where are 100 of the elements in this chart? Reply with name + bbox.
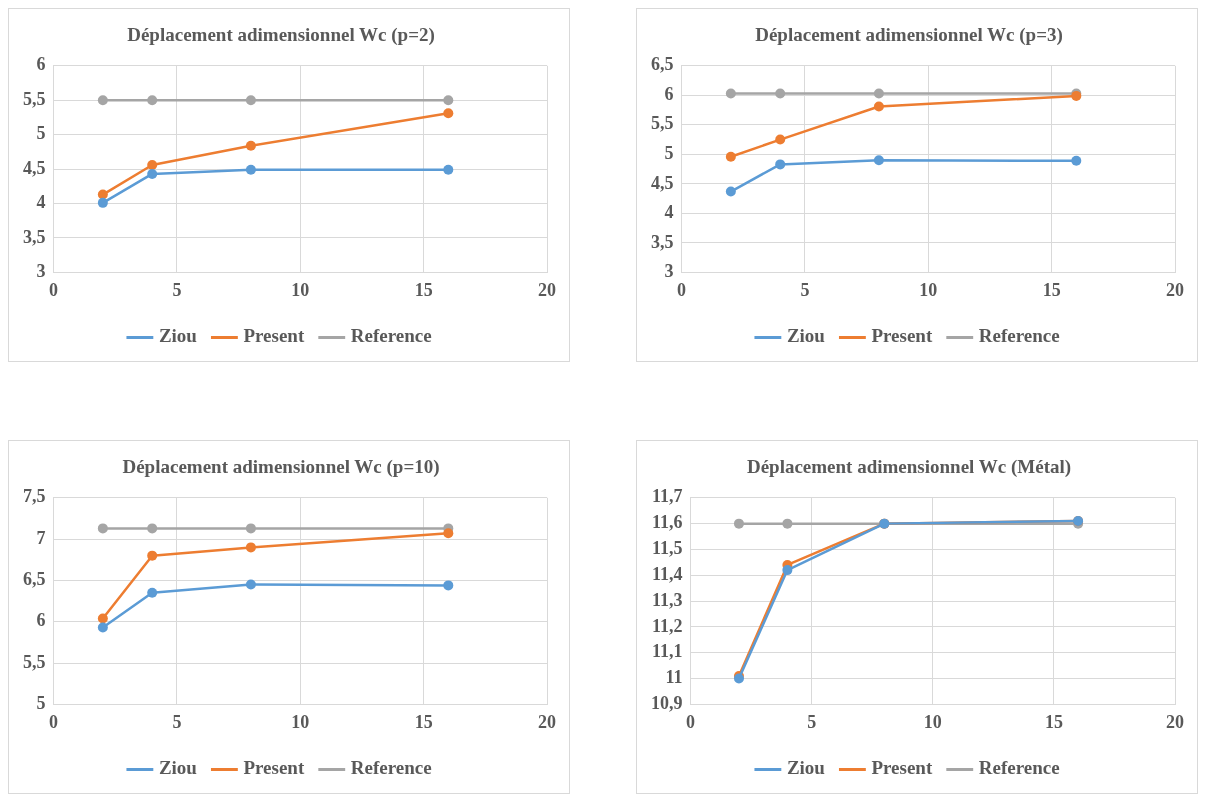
y-tick-label: 4	[36, 192, 46, 213]
point	[245, 164, 256, 175]
legend-label: Ziou	[786, 325, 826, 347]
y-tick-label: 3	[664, 261, 674, 282]
legend-label: Present	[243, 757, 305, 779]
point	[725, 151, 736, 162]
point	[443, 95, 454, 106]
x-tick-label: 10	[923, 711, 942, 732]
y-tick-label: 11,2	[651, 615, 683, 636]
x-tick-label: 5	[800, 279, 810, 300]
legend-label: Present	[871, 757, 933, 779]
legend-label: Reference	[350, 325, 432, 347]
x-tick-label: 10	[291, 711, 310, 732]
x-tick-label: 10	[919, 279, 938, 300]
y-tick-label: 4,5	[651, 172, 674, 193]
point	[147, 523, 158, 534]
point	[97, 523, 108, 534]
y-tick-label: 6,5	[651, 54, 674, 75]
chart-title: Déplacement adimensionnel Wc (p=2)	[127, 24, 435, 47]
y-tick-label: 11,5	[651, 538, 683, 559]
x-tick-label: 10	[291, 279, 310, 300]
point	[443, 164, 454, 175]
x-tick-label: 15	[1044, 711, 1063, 732]
point	[873, 101, 884, 112]
legend-label: Ziou	[158, 757, 198, 779]
y-tick-label: 7	[36, 527, 46, 548]
point	[147, 95, 158, 106]
point	[733, 518, 744, 529]
y-tick-label: 5,5	[651, 113, 674, 134]
x-tick-label: 15	[414, 279, 433, 300]
y-tick-label: 11,3	[651, 589, 683, 610]
y-tick-label: 6,5	[23, 569, 46, 590]
y-tick-label: 11,7	[651, 486, 683, 507]
point	[782, 518, 793, 529]
point	[873, 155, 884, 166]
x-tick-label: 0	[49, 711, 58, 732]
x-tick-label: 15	[414, 711, 433, 732]
point	[873, 88, 884, 99]
legend-label: Reference	[350, 757, 432, 779]
point	[97, 622, 108, 633]
point	[97, 197, 108, 208]
x-tick-label: 5	[807, 711, 817, 732]
point	[245, 95, 256, 106]
x-tick-label: 5	[172, 279, 182, 300]
chart-title: Déplacement adimensionnel Wc (p=3)	[755, 24, 1063, 47]
legend-label: Present	[871, 325, 933, 347]
y-tick-label: 6	[36, 610, 46, 631]
y-tick-label: 3,5	[651, 231, 674, 252]
point	[775, 134, 786, 145]
x-tick-label: 5	[172, 711, 182, 732]
y-tick-label: 11,6	[651, 512, 683, 533]
legend-label: Ziou	[158, 325, 198, 347]
legend-label: Reference	[978, 325, 1060, 347]
legend-label: Ziou	[786, 757, 826, 779]
point	[245, 140, 256, 151]
y-tick-label: 11,1	[651, 641, 683, 662]
y-tick-label: 5,5	[23, 88, 46, 109]
x-tick-label: 20	[538, 279, 556, 300]
y-tick-label: 3	[36, 261, 46, 282]
point	[725, 88, 736, 99]
point	[775, 159, 786, 170]
y-tick-label: 5	[664, 143, 674, 163]
y-tick-label: 11,4	[651, 563, 683, 584]
x-tick-label: 0	[686, 711, 695, 732]
y-tick-label: 6	[664, 83, 674, 104]
point	[1071, 155, 1082, 166]
y-tick-label: 3,5	[23, 226, 46, 247]
y-tick-label: 5	[36, 123, 46, 144]
x-tick-label: 20	[1166, 279, 1184, 300]
y-tick-label: 6	[36, 54, 46, 75]
point	[245, 542, 256, 553]
chart-title: Déplacement adimensionnel Wc (p=10)	[122, 456, 440, 479]
y-tick-label: 4,5	[23, 157, 46, 178]
y-tick-label: 5	[36, 693, 46, 714]
chart-title: Déplacement adimensionnel Wc (Métal)	[746, 456, 1072, 479]
y-tick-label: 11	[665, 667, 683, 688]
x-tick-label: 20	[1166, 711, 1184, 732]
point	[443, 580, 454, 591]
y-tick-label: 7,5	[23, 486, 46, 507]
y-tick-label: 10,9	[651, 693, 683, 714]
x-tick-label: 15	[1042, 279, 1061, 300]
x-tick-label: 0	[49, 279, 58, 300]
point	[147, 550, 158, 561]
point	[147, 159, 158, 170]
y-tick-label: 5,5	[23, 651, 46, 672]
point	[775, 88, 786, 99]
point	[97, 95, 108, 106]
point	[245, 523, 256, 534]
point	[97, 613, 108, 624]
point	[782, 565, 793, 576]
legend-label: Present	[243, 325, 305, 347]
point	[245, 579, 256, 590]
y-tick-label: 4	[664, 202, 674, 223]
point	[147, 587, 158, 598]
legend-label: Reference	[978, 757, 1060, 779]
point	[147, 168, 158, 179]
point	[443, 108, 454, 119]
x-tick-label: 0	[677, 279, 686, 300]
point	[725, 186, 736, 197]
x-tick-label: 20	[538, 711, 556, 732]
